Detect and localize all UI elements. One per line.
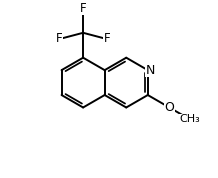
Text: O: O bbox=[164, 101, 174, 114]
Text: F: F bbox=[104, 32, 110, 45]
Text: CH₃: CH₃ bbox=[180, 114, 200, 124]
Text: N: N bbox=[146, 64, 155, 77]
Text: F: F bbox=[56, 32, 63, 45]
Text: F: F bbox=[80, 1, 86, 15]
